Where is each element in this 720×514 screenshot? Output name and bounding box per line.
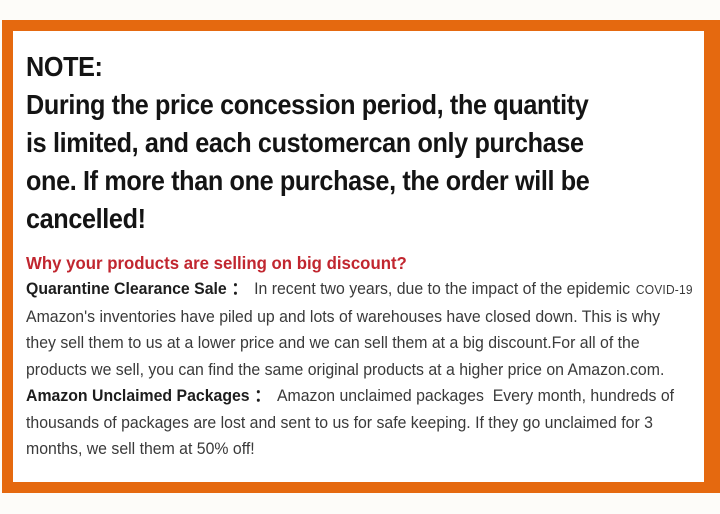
quarantine-line-2: Amazon's inventories have piled up and l… xyxy=(26,307,661,326)
unclaimed-line-2: thousands of packages are lost and sent … xyxy=(26,413,653,432)
unclaimed-label: Amazon Unclaimed Packages xyxy=(26,387,250,405)
unclaimed-line-3: months, we sell them at 50% off! xyxy=(26,440,255,458)
unclaimed-rest: Amazon unclaimed packages Every month, h… xyxy=(276,387,675,405)
quarantine-line-4: products we sell, you can find the same … xyxy=(26,360,665,379)
quarantine-intro: In recent two years, due to the impact o… xyxy=(254,280,631,298)
notice-content: NOTE: During the price concession period… xyxy=(13,31,704,482)
discount-heading: Why your products are selling on big dis… xyxy=(26,253,407,273)
quarantine-label: Quarantine Clearance Sale xyxy=(26,280,227,298)
note-line-1: During the price concession period, the … xyxy=(26,89,589,120)
covid-19-text: COVID-19 xyxy=(635,283,693,297)
note-line-2: is limited, and each customercan only pu… xyxy=(26,127,584,158)
unclaimed-line-1: Amazon Unclaimed Packages： Amazon unclaim… xyxy=(26,383,675,410)
quarantine-line-3: they sell them to us at a lower price an… xyxy=(26,334,640,352)
note-line-4: cancelled! xyxy=(26,203,146,234)
quarantine-colon: ： xyxy=(231,280,248,298)
unclaimed-colon: ： xyxy=(254,387,271,405)
note-line-3: one. If more than one purchase, the orde… xyxy=(26,165,590,196)
orange-frame-border: NOTE: During the price concession period… xyxy=(2,20,720,493)
note-title: NOTE: xyxy=(26,51,103,82)
quarantine-line-1: Quarantine Clearance Sale： In recent two … xyxy=(26,276,693,304)
